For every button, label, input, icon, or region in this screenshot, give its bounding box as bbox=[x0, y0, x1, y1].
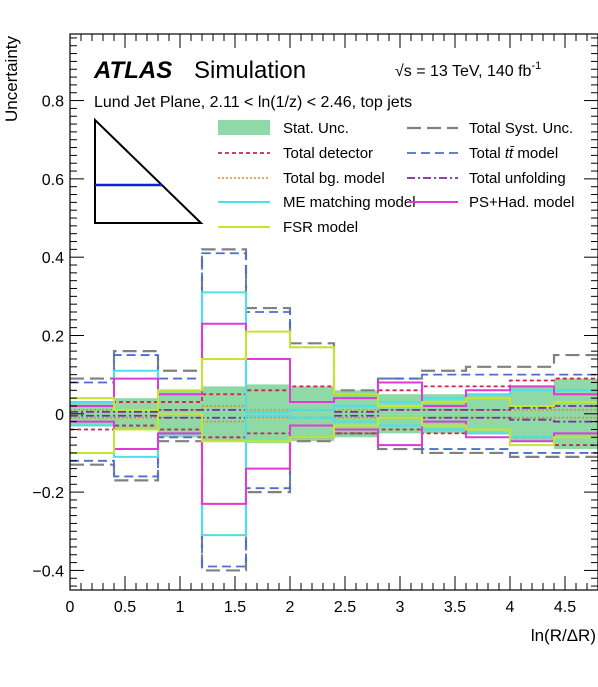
legend-label: Total unfolding bbox=[469, 170, 566, 187]
y-tick-label: 0.8 bbox=[42, 94, 64, 111]
stat-band-bin bbox=[290, 386, 334, 442]
x-tick-label: 0 bbox=[66, 599, 75, 616]
stat-band-bin bbox=[510, 386, 554, 442]
x-tick-label: 3.5 bbox=[444, 599, 466, 616]
stat-band-bin bbox=[466, 394, 510, 434]
y-axis-ticks: −0.4 −0.2 0 0.2 0.4 0.6 0.8 bbox=[32, 37, 598, 587]
legend-swatch-stat bbox=[218, 120, 270, 135]
series-line-4-down bbox=[70, 414, 598, 423]
x-tick-label: 1 bbox=[176, 599, 185, 616]
inset-lund-plane bbox=[94, 117, 204, 224]
legend-entry: Total Syst. Unc. bbox=[407, 120, 573, 137]
legend-label: Total bg. model bbox=[283, 170, 385, 187]
stat-band-bin bbox=[422, 394, 466, 434]
series-lines bbox=[70, 248, 598, 572]
stat-band-bin bbox=[202, 386, 246, 442]
y-axis-label: Uncertainty bbox=[2, 36, 21, 122]
legend-entry: Total tt̄ model bbox=[407, 145, 558, 162]
simulation-label: Simulation bbox=[194, 57, 306, 84]
series-line-7-down bbox=[70, 412, 598, 454]
legend-label-tt-main: Total bbox=[469, 145, 505, 162]
x-tick-label: 4.5 bbox=[554, 599, 576, 616]
x-axis-ticks: 0 0.5 1 1.5 2 2.5 3 3.5 4 4.5 bbox=[66, 34, 598, 616]
legend-label-tt-tail: model bbox=[513, 145, 558, 162]
legend-label: FSR model bbox=[283, 219, 358, 236]
legend-label: Total detector bbox=[283, 145, 373, 162]
y-tick-label: 0 bbox=[55, 407, 64, 424]
series-line-0-down bbox=[70, 432, 598, 572]
legend: Stat. Unc. Total detector Total bg. mode… bbox=[218, 120, 574, 236]
y-tick-label: 0.4 bbox=[42, 250, 64, 267]
series-line-2-down bbox=[70, 428, 598, 568]
y-tick-label: 0.6 bbox=[42, 172, 64, 189]
plot-frame bbox=[69, 33, 598, 591]
legend-entry: Total detector bbox=[218, 145, 373, 162]
legend-entry: ME matching model bbox=[218, 194, 416, 211]
x-tick-label: 2 bbox=[286, 599, 295, 616]
energy-label: √s = 13 TeV, 140 fb-1 bbox=[395, 60, 541, 80]
legend-label: Stat. Unc. bbox=[283, 120, 349, 137]
region-label: Lund Jet Plane, 2.11 < ln(1/z) < 2.46, t… bbox=[94, 94, 412, 111]
legend-label: ME matching model bbox=[283, 194, 416, 211]
legend-entry: PS+Had. model bbox=[407, 194, 574, 211]
plot-area: 0 0.5 1 1.5 2 2.5 3 3.5 4 4.5 −0.4−0.200.20.40.60… bbox=[32, 33, 598, 616]
series-line-0-up bbox=[70, 248, 598, 392]
legend-label: Total tt̄ model bbox=[469, 145, 558, 162]
x-tick-label: 0.5 bbox=[114, 599, 136, 616]
series-line-7-up bbox=[70, 330, 598, 411]
series-line-4-up bbox=[70, 405, 598, 413]
stat-band-bin bbox=[246, 384, 290, 444]
legend-label: Total Syst. Unc. bbox=[469, 120, 573, 137]
energy-text: √s = 13 TeV, 140 fb bbox=[395, 63, 532, 80]
legend-entry: Stat. Unc. bbox=[218, 120, 349, 137]
atlas-label: ATLAS bbox=[93, 57, 172, 84]
legend-entry: FSR model bbox=[218, 219, 358, 236]
x-tick-label: 4 bbox=[506, 599, 515, 616]
x-axis-label: ln(R/ΔR) bbox=[531, 626, 596, 645]
x-tick-label: 3 bbox=[396, 599, 405, 616]
legend-entry: Total bg. model bbox=[218, 170, 385, 187]
y-tick-label: −0.2 bbox=[32, 485, 64, 502]
stat-band-bin bbox=[114, 398, 158, 430]
stat-band-bin bbox=[378, 394, 422, 434]
x-tick-label: 2.5 bbox=[334, 599, 356, 616]
y-tick-label: 0.2 bbox=[42, 328, 64, 345]
y-tick-label: −0.4 bbox=[32, 563, 64, 580]
legend-label-tt: tt̄ bbox=[505, 145, 515, 162]
legend-label: PS+Had. model bbox=[469, 194, 574, 211]
x-tick-label: 1.5 bbox=[224, 599, 246, 616]
inset-triangle bbox=[94, 117, 204, 224]
stat-band-bin bbox=[70, 402, 114, 426]
legend-entry: Total unfolding bbox=[407, 170, 566, 187]
energy-sup: -1 bbox=[531, 60, 541, 72]
